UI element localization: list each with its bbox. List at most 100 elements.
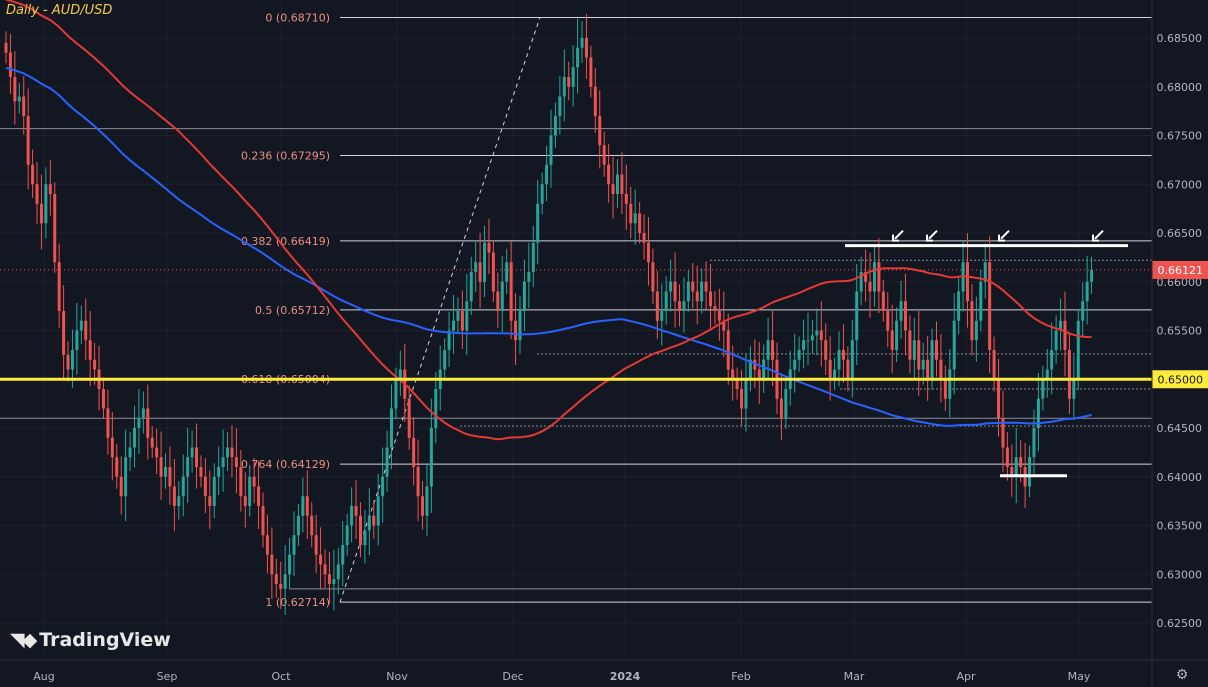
candle-body: [22, 96, 26, 116]
candle-body: [181, 476, 185, 497]
candle-body: [1045, 369, 1049, 380]
candle-body: [1019, 457, 1023, 467]
fib-level-label: 0.5 (0.65712): [255, 304, 330, 317]
candle-body: [79, 320, 83, 331]
candle-body: [815, 330, 819, 336]
candle-body: [602, 145, 606, 165]
fib-level-label: 0.382 (0.66419): [241, 235, 330, 248]
candle-body: [110, 437, 114, 458]
candle-body: [709, 291, 713, 307]
candle-body: [806, 340, 810, 342]
candle-body: [651, 262, 655, 292]
candle-body: [966, 262, 970, 302]
candle-body: [514, 320, 518, 341]
chart-title: Daily - AUD/USD: [6, 3, 113, 18]
key-level-tag: [1152, 370, 1208, 389]
candle-body: [952, 320, 956, 370]
candle-body: [447, 330, 451, 350]
candle-body: [1014, 457, 1018, 477]
candle-body: [177, 496, 181, 506]
y-tick-label: 0.68500: [1157, 32, 1203, 45]
candle-body: [1036, 398, 1040, 428]
candle-body: [824, 340, 828, 360]
candle-body: [859, 272, 863, 292]
candle-body: [607, 164, 611, 185]
candle-body: [465, 301, 469, 331]
candle-body: [881, 291, 885, 311]
y-tick-label: 0.63000: [1157, 568, 1203, 581]
candle-body: [48, 184, 52, 194]
candle-body: [469, 272, 473, 302]
candle-body: [376, 496, 380, 526]
candle-body: [877, 262, 881, 292]
candle-body: [53, 194, 57, 263]
candle-body: [460, 311, 464, 331]
annotations: [0, 229, 1152, 478]
candle-body: [146, 408, 150, 438]
candle-body: [270, 554, 274, 575]
candle-body: [1001, 418, 1005, 448]
candle-body: [84, 320, 88, 341]
candle-body: [230, 447, 234, 458]
candle-body: [412, 437, 416, 467]
candle-body: [726, 330, 730, 370]
candle-body: [846, 359, 850, 380]
candle-body: [974, 320, 978, 341]
candle-body: [748, 359, 752, 380]
candles: [4, 14, 1094, 616]
candle-body: [1090, 270, 1094, 282]
candle-body: [456, 311, 460, 321]
candle-body: [979, 281, 983, 321]
arrow-down-left-icon: [892, 229, 904, 242]
gear-icon[interactable]: ⚙: [1175, 667, 1189, 683]
candle-body: [766, 340, 770, 360]
candle-body: [252, 476, 256, 487]
candle-body: [886, 311, 890, 331]
candle-body: [39, 203, 43, 224]
candle-body: [868, 281, 872, 292]
candle-body: [717, 311, 721, 321]
candle-body: [288, 554, 292, 575]
candle-body: [443, 350, 447, 370]
candle-body: [903, 301, 907, 331]
candle-body: [75, 330, 79, 350]
candle-body: [164, 467, 168, 477]
fib-trend-line: [339, 17, 541, 603]
logo-text: TradingView: [39, 629, 171, 651]
x-tick-label: Feb: [731, 670, 750, 683]
candle-body: [930, 340, 934, 380]
candle-body: [615, 174, 619, 194]
candle-body: [101, 389, 105, 409]
moving-average-slow: [5, 67, 1092, 427]
candle-body: [1067, 350, 1071, 399]
candle-body: [132, 428, 136, 448]
candle-body: [323, 564, 327, 575]
candle-body: [664, 291, 668, 311]
candle-body: [899, 301, 903, 321]
candle-body: [660, 311, 664, 321]
candle-body: [855, 291, 859, 341]
candle-body: [119, 476, 123, 497]
candle-body: [740, 389, 744, 409]
candle-body: [398, 369, 402, 380]
candle-body: [1041, 379, 1045, 399]
candle-body: [283, 574, 287, 589]
y-axis: 0.68500 0.68000 0.67500 0.67000 0.66500 0.660…: [1152, 0, 1208, 687]
candle-body: [509, 262, 513, 321]
candle-body: [88, 340, 92, 360]
candle-body: [948, 369, 952, 399]
candle-body: [1028, 457, 1032, 487]
candle-body: [593, 86, 597, 116]
candle-body: [358, 515, 362, 545]
candle-body: [31, 164, 35, 185]
candle-body: [429, 428, 433, 487]
candle-body: [584, 38, 588, 58]
candle-body: [199, 467, 203, 477]
candle-body: [691, 281, 695, 292]
candle-body: [305, 496, 309, 516]
candle-body: [553, 116, 557, 136]
candle-body: [1059, 320, 1063, 331]
candle-body: [1032, 428, 1036, 458]
y-tick-label: 0.62500: [1157, 617, 1203, 630]
